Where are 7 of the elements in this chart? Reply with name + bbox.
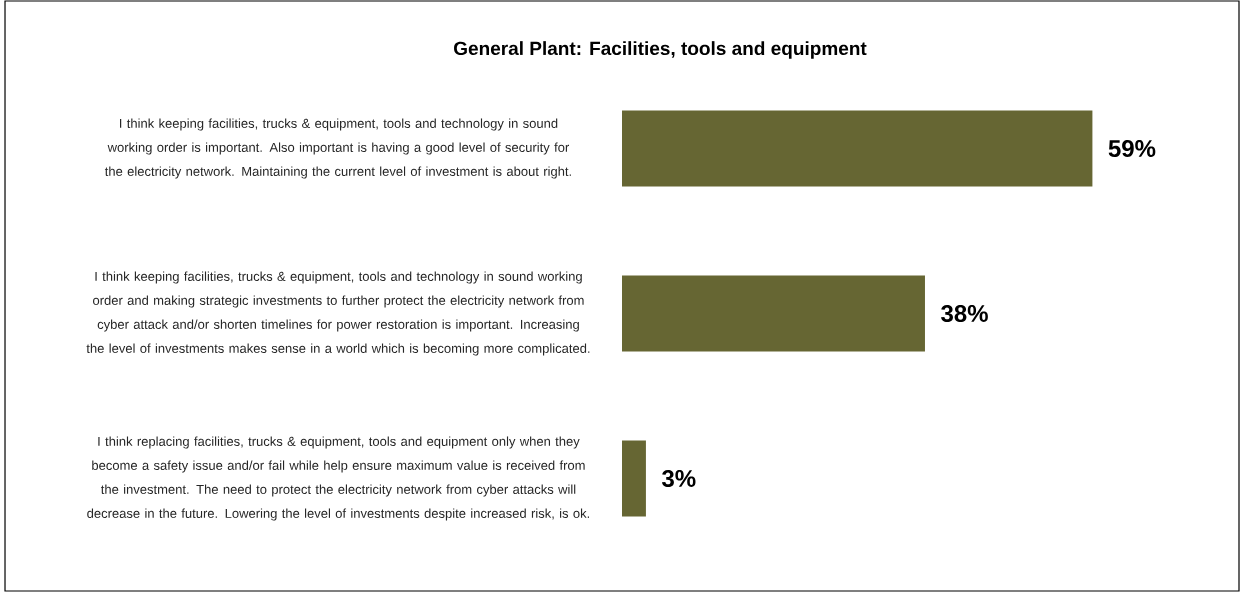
data-label: 38%	[941, 304, 988, 323]
data-label: 3%	[661, 469, 696, 488]
y-tick-label: I think keeping facilities, trucks & equipment, tools and technology in sound working order is important. Also important is having a good level of security for the electricity network. Maintaining the current level of investment is about right.	[104, 118, 571, 179]
y-tick-label: I think replacing facilities, trucks & equipment, tools and equipment only when they become a safety issue and/or fail while help ensure maximum value is received from the investment. The need to protect the electricity network from cyber attacks will decrease in the future. Lowering the level of investments despite increased risk, is ok.	[87, 436, 590, 521]
chart-title: General Plant: Facilities, tools and equipment	[454, 41, 867, 59]
data-label: 59%	[1108, 140, 1156, 157]
y-tick-label: I think keeping facilities, trucks & equipment, tools and technology in sound working order and making strategic investments to further protect the electricity network from cyber attack and/or shorten timelines for power restoration is important. Increasing the level of investments makes sense in a world which is becoming more complicated.	[86, 271, 590, 356]
